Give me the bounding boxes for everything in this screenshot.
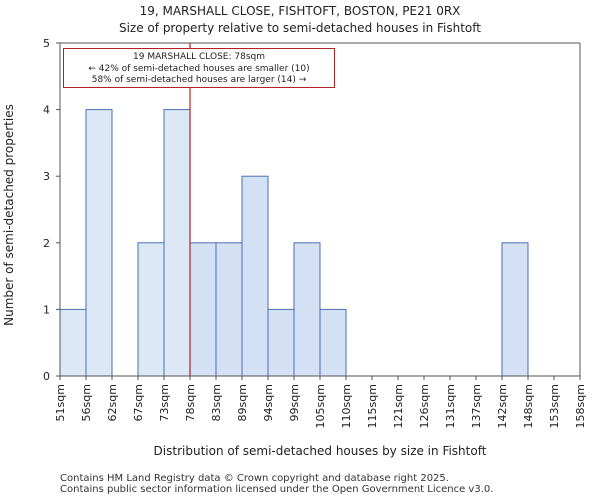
y-tick-label-5: 5	[43, 37, 50, 50]
x-tick-label-105sqm: 105sqm	[314, 384, 327, 428]
x-tick-label-110sqm: 110sqm	[340, 384, 353, 428]
annotation-line-2: ← 42% of semi-detached houses are smalle…	[88, 63, 310, 74]
x-tick-label-67sqm: 67sqm	[132, 384, 145, 421]
y-axis-label: Number of semi-detached properties	[2, 104, 16, 326]
bar-105sqm	[319, 308, 347, 377]
x-tick-label-142sqm: 142sqm	[496, 384, 509, 428]
x-tick-label-99sqm: 99sqm	[288, 384, 301, 421]
bar-89sqm	[241, 175, 269, 377]
x-tick-label-121sqm: 121sqm	[392, 384, 405, 428]
bar-73sqm	[163, 109, 191, 377]
x-tick-label-115sqm: 115sqm	[366, 384, 379, 428]
bar-94sqm	[267, 308, 295, 377]
footer-line-1: Contains HM Land Registry data © Crown c…	[60, 473, 449, 484]
x-tick-label-78sqm: 78sqm	[184, 384, 197, 421]
x-tick-label-73sqm: 73sqm	[158, 384, 171, 421]
x-tick-label-158sqm: 158sqm	[574, 384, 587, 428]
x-tick-label-126sqm: 126sqm	[418, 384, 431, 428]
x-tick-label-94sqm: 94sqm	[262, 384, 275, 421]
bar-83sqm	[215, 242, 243, 377]
annotation-line-3: 58% of semi-detached houses are larger (…	[91, 75, 307, 85]
y-tick-label-3: 3	[43, 170, 50, 183]
y-tick-label-0: 0	[43, 370, 50, 383]
chart-subtitle: Size of property relative to semi-detach…	[118, 21, 481, 35]
bar-99sqm	[293, 242, 321, 377]
y-tick-label-1: 1	[43, 303, 50, 316]
x-tick-label-83sqm: 83sqm	[210, 384, 223, 421]
bar-56sqm	[85, 109, 113, 377]
bar-67sqm	[137, 242, 165, 377]
x-tick-label-89sqm: 89sqm	[236, 384, 249, 421]
x-tick-label-62sqm: 62sqm	[106, 384, 119, 421]
x-axis-label: Distribution of semi-detached houses by …	[153, 444, 487, 458]
chart-title: 19, MARSHALL CLOSE, FISHTOFT, BOSTON, PE…	[139, 4, 461, 18]
y-tick-label-4: 4	[43, 104, 50, 117]
x-tick-label-153sqm: 153sqm	[548, 384, 561, 428]
x-tick-label-137sqm: 137sqm	[470, 384, 483, 428]
annotation-line-1: 19 MARSHALL CLOSE: 78sqm	[133, 52, 265, 62]
bar-51sqm	[59, 308, 87, 377]
x-tick-label-51sqm: 51sqm	[54, 384, 67, 421]
bar-78sqm	[189, 242, 217, 377]
y-tick-label-2: 2	[43, 237, 50, 250]
x-tick-label-56sqm: 56sqm	[80, 384, 93, 421]
x-tick-label-131sqm: 131sqm	[444, 384, 457, 428]
x-tick-label-148sqm: 148sqm	[522, 384, 535, 428]
bar-142sqm	[501, 242, 529, 377]
footer-line-2: Contains public sector information licen…	[60, 484, 494, 495]
annotation-box: 19 MARSHALL CLOSE: 78sqm ← 42% of semi-d…	[63, 48, 335, 88]
